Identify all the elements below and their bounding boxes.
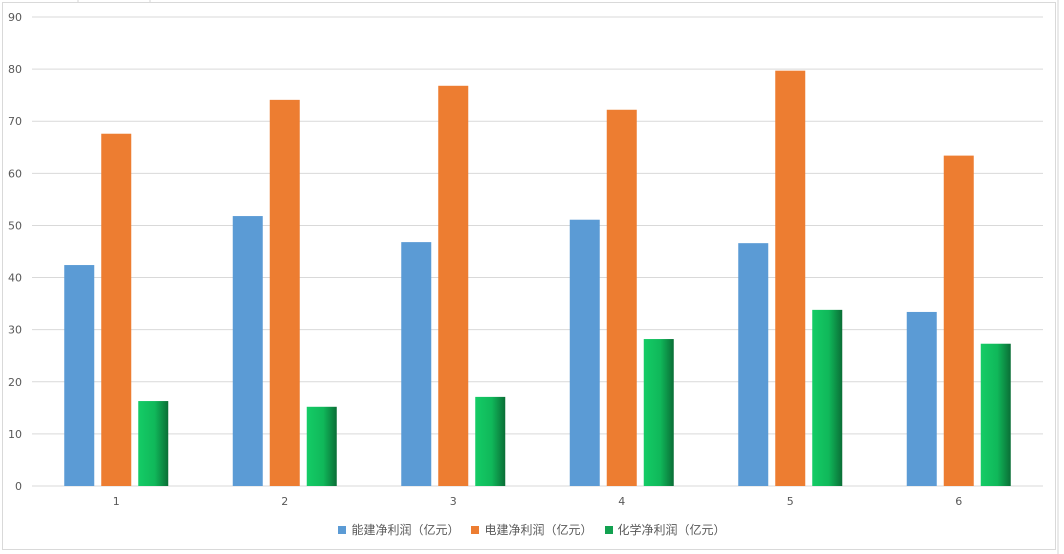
legend-swatch-icon [471, 525, 480, 534]
bar-2-category-4[interactable] [606, 109, 637, 486]
bar-2-category-6[interactable] [943, 155, 974, 487]
y-axis-tick-label: 30 [8, 324, 22, 337]
legend-label: 能建净利润（亿元） [351, 523, 460, 537]
x-axis-tick-label: 5 [787, 495, 794, 508]
y-axis-tick-label: 0 [15, 480, 22, 493]
bar-1-category-4[interactable] [569, 219, 600, 486]
bar-3-category-5[interactable] [812, 309, 843, 486]
bar-3-category-1[interactable] [138, 401, 169, 486]
x-axis-tick-label: 1 [113, 495, 120, 508]
y-axis-tick-label: 70 [8, 115, 22, 128]
bar-3-category-4[interactable] [643, 339, 674, 486]
bar-3-category-6[interactable] [980, 343, 1011, 486]
bar-1-category-2[interactable] [232, 216, 263, 486]
x-axis-tick-label: 2 [281, 495, 288, 508]
bar-2-category-2[interactable] [269, 99, 300, 487]
bar-2-category-5[interactable] [775, 70, 806, 487]
legend-swatch-icon [338, 525, 347, 534]
y-axis-tick-label: 90 [8, 11, 22, 24]
bar-2-category-1[interactable] [101, 133, 132, 486]
y-axis-tick-label: 40 [8, 272, 22, 285]
chart-area[interactable] [2, 2, 1056, 550]
legend-item[interactable]: 能建净利润（亿元） [338, 521, 459, 538]
chart-legend[interactable]: 能建净利润（亿元） 电建净利润（亿元） 化学净利润（亿元） [0, 521, 1064, 538]
y-axis-tick-label: 60 [8, 167, 22, 180]
x-axis-tick-label: 3 [450, 495, 457, 508]
y-axis-tick-label: 10 [8, 428, 22, 441]
bar-3-category-2[interactable] [306, 406, 337, 486]
bar-2-category-3[interactable] [438, 85, 469, 486]
bar-3-category-3[interactable] [475, 396, 506, 486]
bar-1-category-3[interactable] [401, 242, 432, 486]
y-axis-tick-label: 20 [8, 376, 22, 389]
y-axis-tick-label: 80 [8, 63, 22, 76]
legend-item[interactable]: 电建净利润（亿元） [471, 521, 593, 538]
legend-swatch-icon [604, 525, 613, 534]
x-axis-tick-label: 6 [955, 495, 962, 508]
legend-label: 化学净利润（亿元） [617, 523, 726, 537]
x-axis-tick-label: 4 [618, 495, 625, 508]
legend-item[interactable]: 化学净利润（亿元） [604, 521, 726, 538]
bar-1-category-5[interactable] [738, 243, 769, 486]
legend-label: 电建净利润（亿元） [484, 523, 593, 537]
y-axis-tick-label: 50 [8, 219, 22, 232]
bar-1-category-1[interactable] [64, 265, 95, 486]
bar-1-category-6[interactable] [906, 311, 937, 486]
